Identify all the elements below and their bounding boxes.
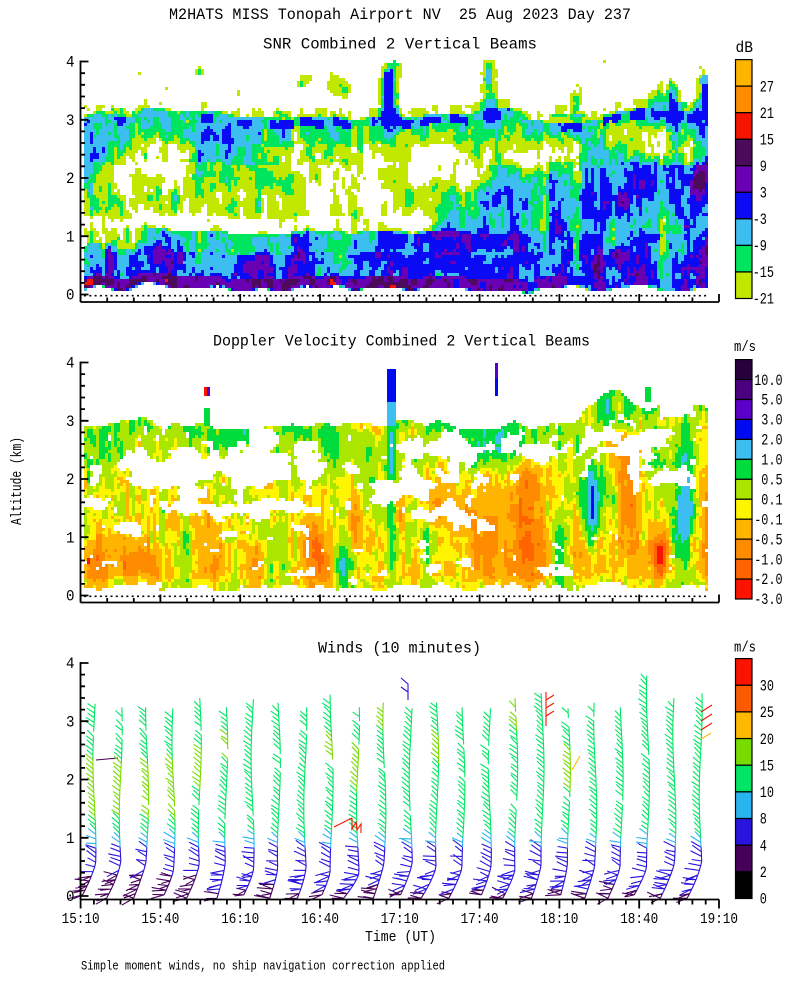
svg-text:0: 0 <box>760 891 767 909</box>
svg-text:-3: -3 <box>753 211 767 229</box>
svg-text:-1.0: -1.0 <box>754 551 782 569</box>
svg-text:27: 27 <box>760 78 774 96</box>
svg-text:1: 1 <box>66 830 75 848</box>
svg-text:-3.0: -3.0 <box>754 591 782 609</box>
svg-text:17:10: 17:10 <box>381 912 419 928</box>
svg-text:2: 2 <box>66 170 75 188</box>
svg-text:19:10: 19:10 <box>700 912 738 928</box>
svg-text:SNR Combined 2 Vertical Beams: SNR Combined 2 Vertical Beams <box>263 36 537 54</box>
svg-text:3: 3 <box>66 413 75 431</box>
svg-text:9: 9 <box>760 158 767 176</box>
svg-text:-21: -21 <box>753 291 774 309</box>
svg-text:10: 10 <box>760 784 774 802</box>
svg-text:0: 0 <box>66 588 75 606</box>
svg-text:18:10: 18:10 <box>540 912 578 928</box>
svg-text:4: 4 <box>66 655 75 673</box>
svg-text:10.0: 10.0 <box>754 372 782 390</box>
svg-text:4: 4 <box>66 355 75 373</box>
svg-text:Winds (10 minutes): Winds (10 minutes) <box>318 640 481 658</box>
svg-text:0.1: 0.1 <box>761 491 782 509</box>
svg-text:4: 4 <box>66 54 75 72</box>
svg-text:25: 25 <box>760 704 774 722</box>
svg-text:0.5: 0.5 <box>761 472 782 490</box>
svg-text:16:40: 16:40 <box>301 912 339 928</box>
svg-text:0: 0 <box>66 888 75 906</box>
svg-text:2.0: 2.0 <box>761 432 782 450</box>
svg-text:-0.5: -0.5 <box>754 531 782 549</box>
svg-text:-15: -15 <box>753 264 774 282</box>
svg-text:m/s: m/s <box>734 640 756 657</box>
svg-text:17:40: 17:40 <box>461 912 499 928</box>
svg-text:m/s: m/s <box>734 339 756 356</box>
svg-text:Simple moment winds, no ship n: Simple moment winds, no ship navigation … <box>81 959 445 974</box>
svg-text:1.0: 1.0 <box>761 452 782 470</box>
svg-text:3: 3 <box>66 713 75 731</box>
svg-text:Doppler Velocity Combined 2 Ve: Doppler Velocity Combined 2 Vertical Bea… <box>213 333 590 351</box>
svg-text:3: 3 <box>760 185 767 203</box>
svg-text:4: 4 <box>760 837 767 855</box>
svg-text:20: 20 <box>760 731 774 749</box>
svg-text:-9: -9 <box>753 238 767 256</box>
svg-text:3: 3 <box>66 112 75 130</box>
svg-text:-0.1: -0.1 <box>754 511 782 529</box>
svg-text:2: 2 <box>66 772 75 790</box>
svg-text:2: 2 <box>66 471 75 489</box>
svg-text:15:10: 15:10 <box>62 912 100 928</box>
svg-text:1: 1 <box>66 228 75 246</box>
svg-text:dB: dB <box>736 39 754 57</box>
svg-text:8: 8 <box>760 811 767 829</box>
svg-text:15: 15 <box>760 757 774 775</box>
svg-text:2: 2 <box>760 864 767 882</box>
svg-text:5.0: 5.0 <box>761 392 782 410</box>
svg-text:Altitude (km): Altitude (km) <box>9 437 26 525</box>
svg-text:3.0: 3.0 <box>761 412 782 430</box>
svg-text:18:40: 18:40 <box>620 912 658 928</box>
svg-text:M2HATS MISS Tonopah Airport NV: M2HATS MISS Tonopah Airport NV 25 Aug 20… <box>169 6 631 24</box>
svg-text:0: 0 <box>66 287 75 305</box>
svg-text:-2.0: -2.0 <box>754 571 782 589</box>
svg-text:1: 1 <box>66 529 75 547</box>
svg-text:15:40: 15:40 <box>141 912 179 928</box>
svg-text:15: 15 <box>760 131 774 149</box>
svg-text:Time (UT): Time (UT) <box>365 930 436 946</box>
svg-text:16:10: 16:10 <box>221 912 259 928</box>
svg-text:30: 30 <box>760 678 774 696</box>
svg-text:21: 21 <box>760 105 774 123</box>
